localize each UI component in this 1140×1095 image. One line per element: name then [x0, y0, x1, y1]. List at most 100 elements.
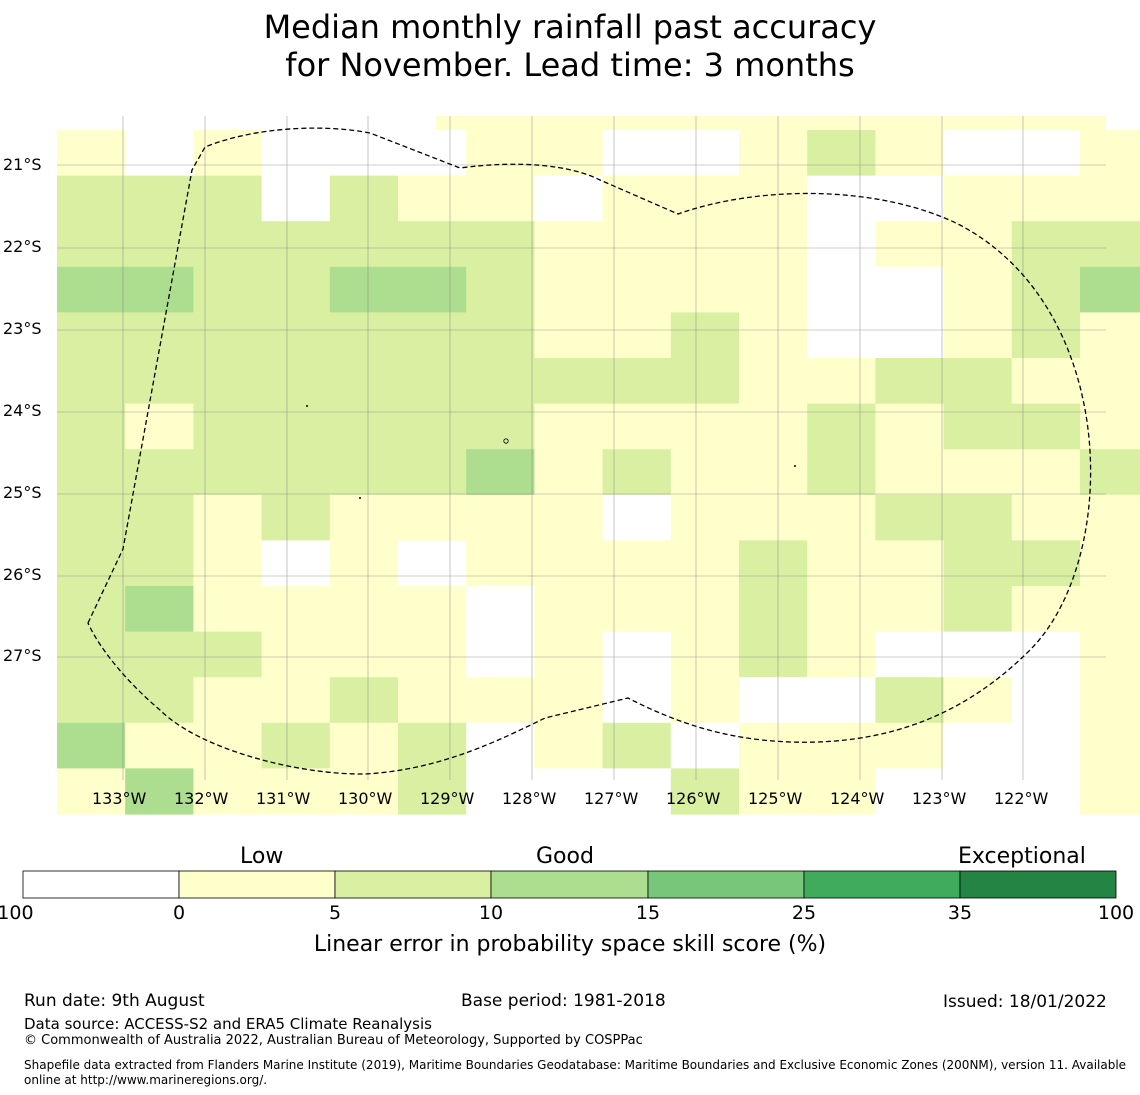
skill-cell — [57, 266, 126, 313]
skill-cell — [807, 540, 876, 587]
skill-cell — [1080, 722, 1140, 769]
colorbar-tick: 0 — [172, 902, 186, 924]
skill-cell — [125, 266, 194, 313]
skill-cell — [534, 540, 604, 587]
skill-cell — [739, 403, 808, 450]
lat-tick-label: 23°S — [3, 319, 42, 338]
colorbar-category-good: Good — [536, 844, 594, 869]
skill-cell — [329, 130, 399, 177]
skill-cell — [57, 221, 126, 268]
skill-cell — [670, 130, 740, 177]
skill-cell — [875, 266, 945, 313]
skill-cell — [57, 358, 126, 405]
skill-cell — [57, 130, 126, 177]
skill-cell — [670, 768, 740, 815]
skill-cell — [261, 677, 331, 724]
skill-cell — [534, 677, 604, 724]
colorbar-segment — [959, 870, 1117, 899]
skill-cell — [466, 175, 535, 222]
skill-cell — [807, 768, 876, 815]
skill-cell — [398, 266, 467, 313]
data-source: Data source: ACCESS-S2 and ERA5 Climate … — [24, 1015, 432, 1033]
lat-tick-label: 25°S — [3, 483, 42, 502]
skill-cell — [943, 358, 1013, 405]
skill-cell — [943, 677, 1013, 724]
skill-cell — [534, 631, 604, 678]
skill-cell — [875, 677, 945, 724]
skill-cell — [466, 130, 535, 177]
skill-cell — [125, 722, 194, 769]
colorbar-segment — [803, 870, 961, 899]
skill-cell — [739, 540, 808, 587]
colorbar-segment — [490, 870, 649, 899]
lon-tick-label: 122°W — [994, 789, 1049, 808]
skill-cell — [466, 221, 535, 268]
skill-cell — [261, 540, 331, 587]
skill-cell — [466, 494, 535, 541]
skill-cell — [807, 175, 876, 222]
skill-cell — [329, 221, 399, 268]
skill-cell — [534, 403, 604, 450]
skill-cell — [329, 768, 399, 815]
skill-cell — [398, 130, 467, 177]
skill-cell — [57, 494, 126, 541]
colorbar-category-low: Low — [240, 844, 284, 869]
skill-cell — [261, 403, 331, 450]
skill-cell — [57, 631, 126, 678]
skill-cell — [739, 358, 808, 405]
skill-cell — [739, 130, 808, 177]
skill-cell — [125, 449, 194, 496]
skill-cell — [466, 312, 535, 359]
skill-cell — [329, 312, 399, 359]
skill-cell — [534, 266, 604, 313]
skill-cell — [670, 312, 740, 359]
skill-cell — [398, 221, 467, 268]
skill-cell — [261, 631, 331, 678]
skill-cell — [1080, 494, 1140, 541]
skill-cell — [125, 130, 194, 177]
lon-tick-label: 132°W — [174, 789, 229, 808]
skill-cell — [875, 722, 945, 769]
skill-cell — [670, 722, 740, 769]
skill-cell — [534, 768, 604, 815]
skill-cell — [670, 586, 740, 633]
skill-cell — [875, 494, 945, 541]
skill-cell — [670, 403, 740, 450]
skill-cell — [807, 266, 876, 313]
map-title-line-2: for November. Lead time: 3 months — [285, 46, 855, 84]
skill-cell — [1080, 266, 1140, 313]
skill-cell — [466, 403, 535, 450]
skill-cell — [534, 175, 604, 222]
skill-cell — [670, 494, 740, 541]
skill-cell — [329, 494, 399, 541]
lon-tick-label: 130°W — [338, 789, 393, 808]
skill-cell — [875, 358, 945, 405]
skill-cell — [670, 175, 740, 222]
skill-cell — [466, 677, 535, 724]
skill-cell — [329, 449, 399, 496]
skill-cell — [807, 631, 876, 678]
colorbar-tick: -100 — [0, 902, 34, 924]
copyright: © Commonwealth of Australia 2022, Austra… — [24, 1033, 643, 1048]
skill-cell — [739, 312, 808, 359]
skill-cell — [261, 768, 331, 815]
skill-cell — [125, 677, 194, 724]
lat-tick-label: 26°S — [3, 565, 42, 584]
skill-cell — [807, 312, 876, 359]
skill-cell — [875, 130, 945, 177]
skill-cell — [466, 266, 535, 313]
skill-cell — [943, 722, 1013, 769]
colorbar-segment — [334, 870, 492, 899]
skill-cell — [739, 586, 808, 633]
skill-cell — [943, 540, 1013, 587]
skill-cell — [57, 677, 126, 724]
lon-tick-label: 125°W — [748, 789, 803, 808]
lon-tick-label: 123°W — [912, 789, 967, 808]
skill-cell — [125, 631, 194, 678]
skill-cell — [534, 312, 604, 359]
skill-cell — [57, 768, 126, 815]
skill-cell — [670, 358, 740, 405]
skill-cell — [534, 722, 604, 769]
skill-cell — [1080, 358, 1140, 405]
lat-tick-label: 21°S — [3, 155, 42, 174]
